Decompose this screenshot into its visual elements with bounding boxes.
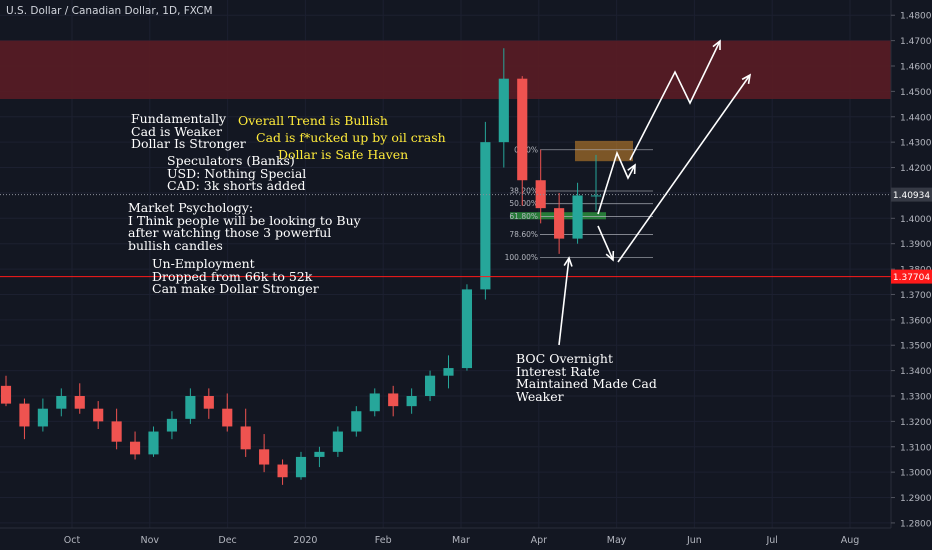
- fib-level-label: 38.20%: [509, 186, 538, 195]
- arrow-down-to-fib[interactable]: [597, 225, 614, 261]
- support-price-label: 1.37704: [893, 273, 930, 283]
- candle-body: [259, 449, 270, 465]
- employment-note[interactable]: Un-Employment Dropped from 66k to 52k Ca…: [152, 256, 319, 296]
- fundamentals-note[interactable]: Fundamentally Cad is Weaker Dollar Is St…: [131, 111, 246, 151]
- candle-body: [388, 393, 399, 407]
- candle-body: [572, 195, 583, 239]
- arrow-up-short[interactable]: [597, 150, 636, 215]
- fib-level-label: 61.80%: [509, 212, 538, 221]
- arrow-up-short-head[interactable]: [627, 163, 636, 175]
- candle-body: [129, 441, 141, 455]
- psychology-note[interactable]: Market Psychology: I Think people will b…: [128, 200, 361, 253]
- candle-body: [222, 408, 233, 427]
- candle-body: [74, 396, 85, 409]
- y-tick-label: 1.48000: [900, 12, 932, 22]
- candle-body: [406, 396, 417, 407]
- candle-body: [93, 408, 104, 422]
- chart-title: U.S. Dollar / Canadian Dollar, 1D, FXCM: [6, 5, 213, 17]
- y-tick-label: 1.43000: [900, 139, 932, 149]
- candle-body: [517, 78, 528, 181]
- y-tick-label: 1.28000: [900, 519, 932, 529]
- support-price-label-bg: [891, 269, 932, 284]
- arrow-down-to-fib-head[interactable]: [605, 250, 615, 262]
- last-price-label: 1.40934: [893, 191, 930, 201]
- arrow-up-long[interactable]: [629, 40, 721, 161]
- boc-note[interactable]: BOC Overnight Interest Rate Maintained M…: [516, 351, 657, 404]
- y-tick-label: 1.37000: [900, 291, 932, 301]
- y-tick-label: 1.46000: [900, 63, 932, 73]
- x-tick-label: Dec: [218, 535, 236, 546]
- y-tick-label: 1.33000: [900, 393, 932, 403]
- fib-level-label: 78.60%: [509, 230, 538, 239]
- x-tick-label: Nov: [141, 535, 160, 546]
- time-axis[interactable]: Oct Nov Dec 2020 Feb Mar Apr May Jun Jul Aug: [64, 535, 860, 546]
- x-tick-label: Feb: [375, 535, 392, 546]
- arrow-up-from-low-head[interactable]: [741, 73, 752, 85]
- candle-body: [203, 396, 214, 409]
- x-tick-label: Mar: [452, 535, 470, 546]
- candle-body: [314, 451, 325, 457]
- candle-body: [295, 456, 307, 478]
- candle-body: [443, 368, 454, 376]
- candle-body: [148, 431, 159, 455]
- speculators-note[interactable]: Speculators (Banks) USD: Nothing Special…: [167, 153, 307, 193]
- y-tick-label: 1.47000: [900, 37, 932, 47]
- y-tick-label: 1.45000: [900, 88, 932, 98]
- y-tick-label: 1.35000: [900, 342, 932, 352]
- candle-body: [332, 431, 343, 452]
- candle-body: [480, 142, 491, 290]
- y-tick-label: 1.34000: [900, 367, 932, 377]
- y-tick-label: 1.31000: [900, 443, 932, 453]
- arrow-up-from-low[interactable]: [617, 74, 751, 263]
- y-tick-label: 1.32000: [900, 418, 932, 428]
- candle-body: [111, 421, 122, 442]
- x-tick-label: Jul: [765, 535, 777, 546]
- fib-level-label: 50.00%: [509, 199, 538, 208]
- candle-body: [554, 208, 565, 239]
- arrow-up-long-head[interactable]: [712, 39, 721, 51]
- y-tick-label: 1.39000: [900, 240, 932, 250]
- candle-body: [166, 418, 178, 432]
- candle-body: [185, 396, 196, 419]
- candle-body: [424, 375, 436, 396]
- candle-body: [590, 195, 602, 197]
- candle-body: [19, 403, 30, 427]
- fib-level-label: 100.00%: [505, 253, 538, 262]
- last-price-label-bg: [891, 187, 932, 202]
- price-axis[interactable]: 1.48000 1.47000 1.46000 1.45000 1.44000 1.430…: [891, 12, 932, 530]
- safe-haven-note[interactable]: Dollar is Safe Haven: [278, 147, 409, 162]
- oil-note[interactable]: Cad is f*ucked up by oil crash: [256, 130, 446, 145]
- y-tick-label: 1.30000: [900, 469, 932, 479]
- candle-body: [369, 393, 380, 412]
- fib-top-zone: [575, 140, 633, 162]
- candle-body: [277, 464, 288, 478]
- x-tick-label: Oct: [64, 535, 81, 546]
- candle-body: [351, 411, 362, 432]
- arrow-boc-pointer-head[interactable]: [563, 256, 573, 267]
- candle-body: [240, 426, 251, 450]
- x-tick-label: Aug: [841, 535, 860, 546]
- projection-arrows[interactable]: [558, 39, 752, 346]
- y-tick-label: 1.44000: [900, 113, 932, 123]
- x-tick-label: Jun: [686, 535, 702, 546]
- trend-note[interactable]: Overall Trend is Bullish: [238, 113, 388, 128]
- candlestick-series: [0, 48, 602, 485]
- candle-body: [56, 396, 67, 409]
- candle-body: [37, 408, 48, 427]
- candle-body: [0, 385, 12, 404]
- candle-body: [498, 78, 509, 143]
- x-tick-label: 2020: [293, 535, 317, 546]
- x-tick-label: May: [607, 535, 627, 546]
- y-tick-label: 1.42000: [900, 164, 932, 174]
- y-tick-label: 1.40000: [900, 215, 932, 225]
- candle-body: [461, 289, 473, 369]
- arrow-boc-pointer[interactable]: [558, 257, 570, 346]
- x-tick-label: Apr: [531, 535, 548, 546]
- y-tick-label: 1.29000: [900, 494, 932, 504]
- resistance-zone: [0, 40, 891, 99]
- y-tick-label: 1.36000: [900, 316, 932, 326]
